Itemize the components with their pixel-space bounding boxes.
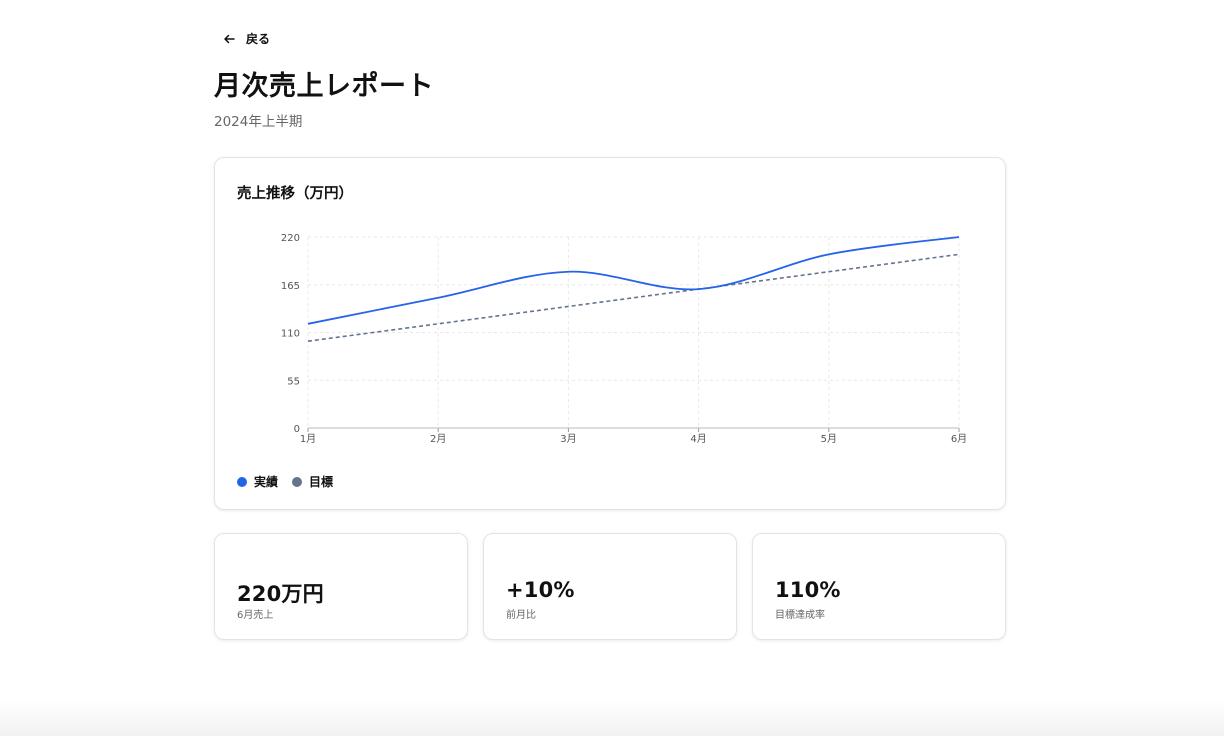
y-tick-label: 0 [294, 424, 300, 435]
y-tick-label: 220 [281, 233, 300, 244]
chart-legend: 実績 目標 [237, 473, 333, 490]
stat-card-mom-change: +10% 前月比 [483, 533, 737, 640]
target-series-line [307, 253, 960, 342]
chart-title: 売上推移（万円） [237, 186, 353, 202]
stat-card-target-achievement: 110% 目標達成率 [752, 533, 1006, 640]
y-tick-label: 110 [281, 329, 300, 340]
legend-dot [237, 476, 247, 487]
x-tick-label: 2月 [430, 433, 446, 445]
stat-label: 前月比 [506, 610, 536, 621]
legend-item: 実績 [237, 473, 278, 490]
legend-label: 目標 [309, 475, 334, 489]
stat-label: 6月売上 [237, 610, 274, 621]
stat-label: 目標達成率 [775, 610, 825, 621]
y-tick-label: 55 [287, 376, 300, 387]
actual-series-line [307, 236, 960, 325]
legend-label: 実績 [254, 475, 279, 489]
stat-card-june-sales: 220万円 6月売上 [214, 533, 468, 640]
arrow-left-icon [224, 34, 235, 43]
back-label: 戻る [246, 32, 271, 46]
x-tick-label: 6月 [951, 433, 967, 445]
bottom-shade [0, 700, 1224, 736]
x-tick-label: 3月 [560, 433, 576, 445]
legend-dot [292, 476, 303, 487]
back-link[interactable]: 戻る [222, 30, 270, 47]
stat-value: +10% [506, 578, 575, 602]
x-tick-label: 1月 [300, 433, 316, 445]
x-tick-label: 4月 [690, 433, 706, 445]
stat-value: 110% [775, 578, 841, 602]
page-subtitle: 2024年上半期 [214, 114, 303, 130]
y-tick-label: 165 [281, 281, 300, 292]
sales-chart-card: 売上推移（万円） 0 55 110 165 220 1月 2月 3月 4月 5月 6月 実績 目標 [214, 157, 1006, 510]
sales-line-chart: 0 55 110 165 220 1月 2月 3月 4月 5月 6月 [281, 233, 967, 445]
stat-value: 220万円 [237, 582, 324, 606]
page-title: 月次売上レポート [214, 71, 434, 102]
x-tick-label: 5月 [821, 433, 837, 445]
legend-item: 目標 [292, 473, 333, 490]
